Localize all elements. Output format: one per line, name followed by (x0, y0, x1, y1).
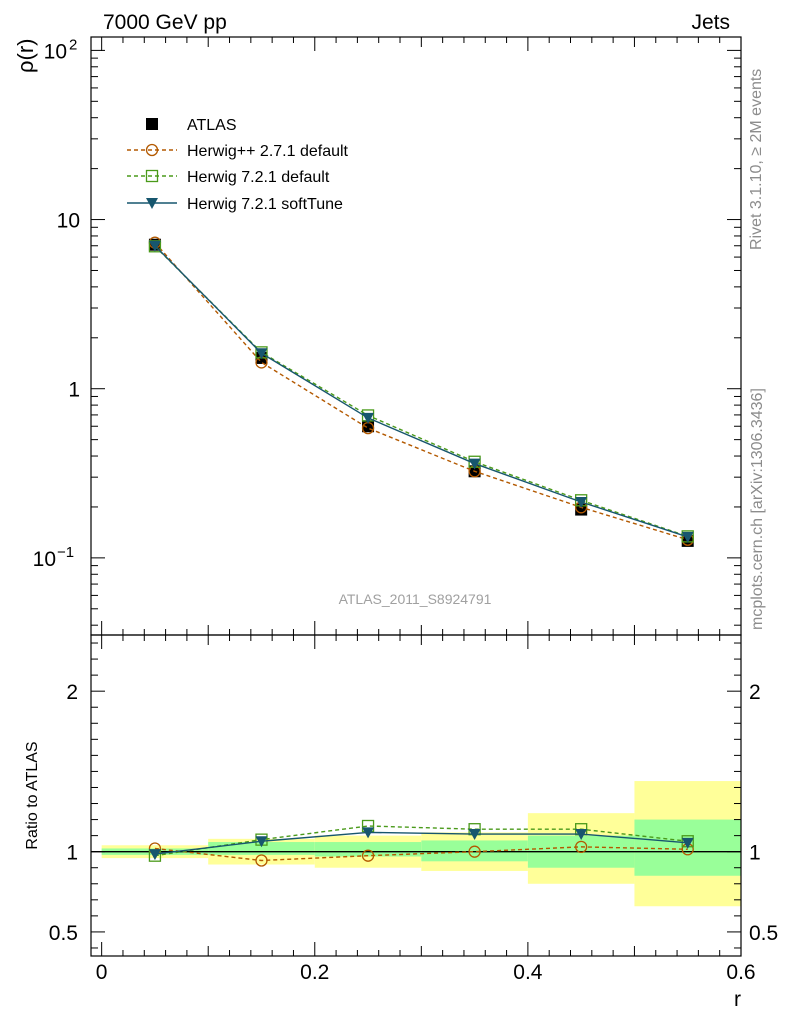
ratio-y-tick-label: 2 (66, 681, 78, 704)
data-point (255, 348, 268, 360)
ratio-data-point (575, 829, 588, 841)
ratio-y-tick-label: 1 (66, 842, 78, 865)
ratio-y-tick-label-right: 2 (749, 681, 761, 704)
y-tick-label: 10 (44, 40, 67, 63)
ratio-y-tick-label-right: 1 (749, 842, 761, 865)
y-tick-label: 10 (57, 210, 80, 233)
legend-marker (145, 143, 159, 157)
data-point (575, 503, 588, 516)
ratio-data-point (148, 849, 161, 861)
x-tick-label: 0.4 (513, 961, 543, 984)
ratio-y-tick-label-right: 0.5 (749, 922, 778, 945)
ratio-data-point (255, 836, 268, 848)
data-point (681, 531, 694, 543)
y-tick-label: 10 (33, 548, 56, 571)
legend-marker (146, 118, 158, 130)
analysis-watermark: ATLAS_2011_S8924791 (339, 591, 492, 607)
x-tick-label: 0.2 (300, 961, 329, 984)
rivet-label: Rivet 3.1.10, ≥ 2M events (748, 69, 765, 250)
legend-label: ATLAS (187, 117, 237, 134)
ratio-frame (90, 634, 742, 957)
x-tick-label: 0.6 (726, 961, 755, 984)
header-left: 7000 GeV pp (103, 11, 227, 34)
y-axis-label: ρ(r) (13, 39, 38, 74)
y-tick-label-exponent: 2 (69, 36, 77, 53)
data-point (148, 240, 161, 252)
header-right: Jets (691, 11, 730, 34)
legend-label: Herwig++ 2.7.1 default (187, 143, 349, 160)
ratio-series-line (154, 825, 688, 857)
data-point (362, 412, 375, 424)
uncertainty-band-inner (314, 842, 422, 857)
ratio-panel: 0 0.2 0.4 0.6 r 2 2 1 1 0.5 0.5 Ratio to ATLAS (24, 634, 778, 1011)
y-tick-label-exponent: −1 (57, 544, 74, 561)
x-tick-label: 0 (96, 961, 108, 984)
ratio-data-point (681, 837, 694, 849)
legend-marker (145, 169, 159, 183)
ratio-data-point (362, 827, 375, 839)
ratio-series-line (154, 846, 688, 862)
series-line (154, 245, 688, 538)
ratio-data-point (575, 840, 588, 854)
legend-marker (146, 198, 158, 209)
source-label: mcplots.cern.ch [arXiv:1306.3436] (749, 388, 766, 630)
uncertainty-band-inner (421, 840, 528, 862)
x-axis-label: r (734, 988, 741, 1011)
ratio-y-tick-label: 0.5 (49, 922, 78, 945)
y-tick-label: 1 (68, 379, 80, 402)
ratio-axis-label: Ratio to ATLAS (24, 741, 41, 849)
series-line (154, 245, 688, 538)
legend-label: Herwig 7.2.1 softTune (187, 196, 343, 213)
data-point (468, 458, 481, 470)
ratio-data-point (468, 829, 481, 841)
data-point (575, 496, 588, 508)
ratio-data-point (361, 849, 375, 862)
ratio-data-point (468, 845, 481, 858)
series-line (154, 242, 688, 541)
ratio-series-line (154, 831, 688, 855)
ratio-data-point (255, 854, 268, 867)
legend-label: Herwig 7.2.1 default (187, 169, 330, 186)
